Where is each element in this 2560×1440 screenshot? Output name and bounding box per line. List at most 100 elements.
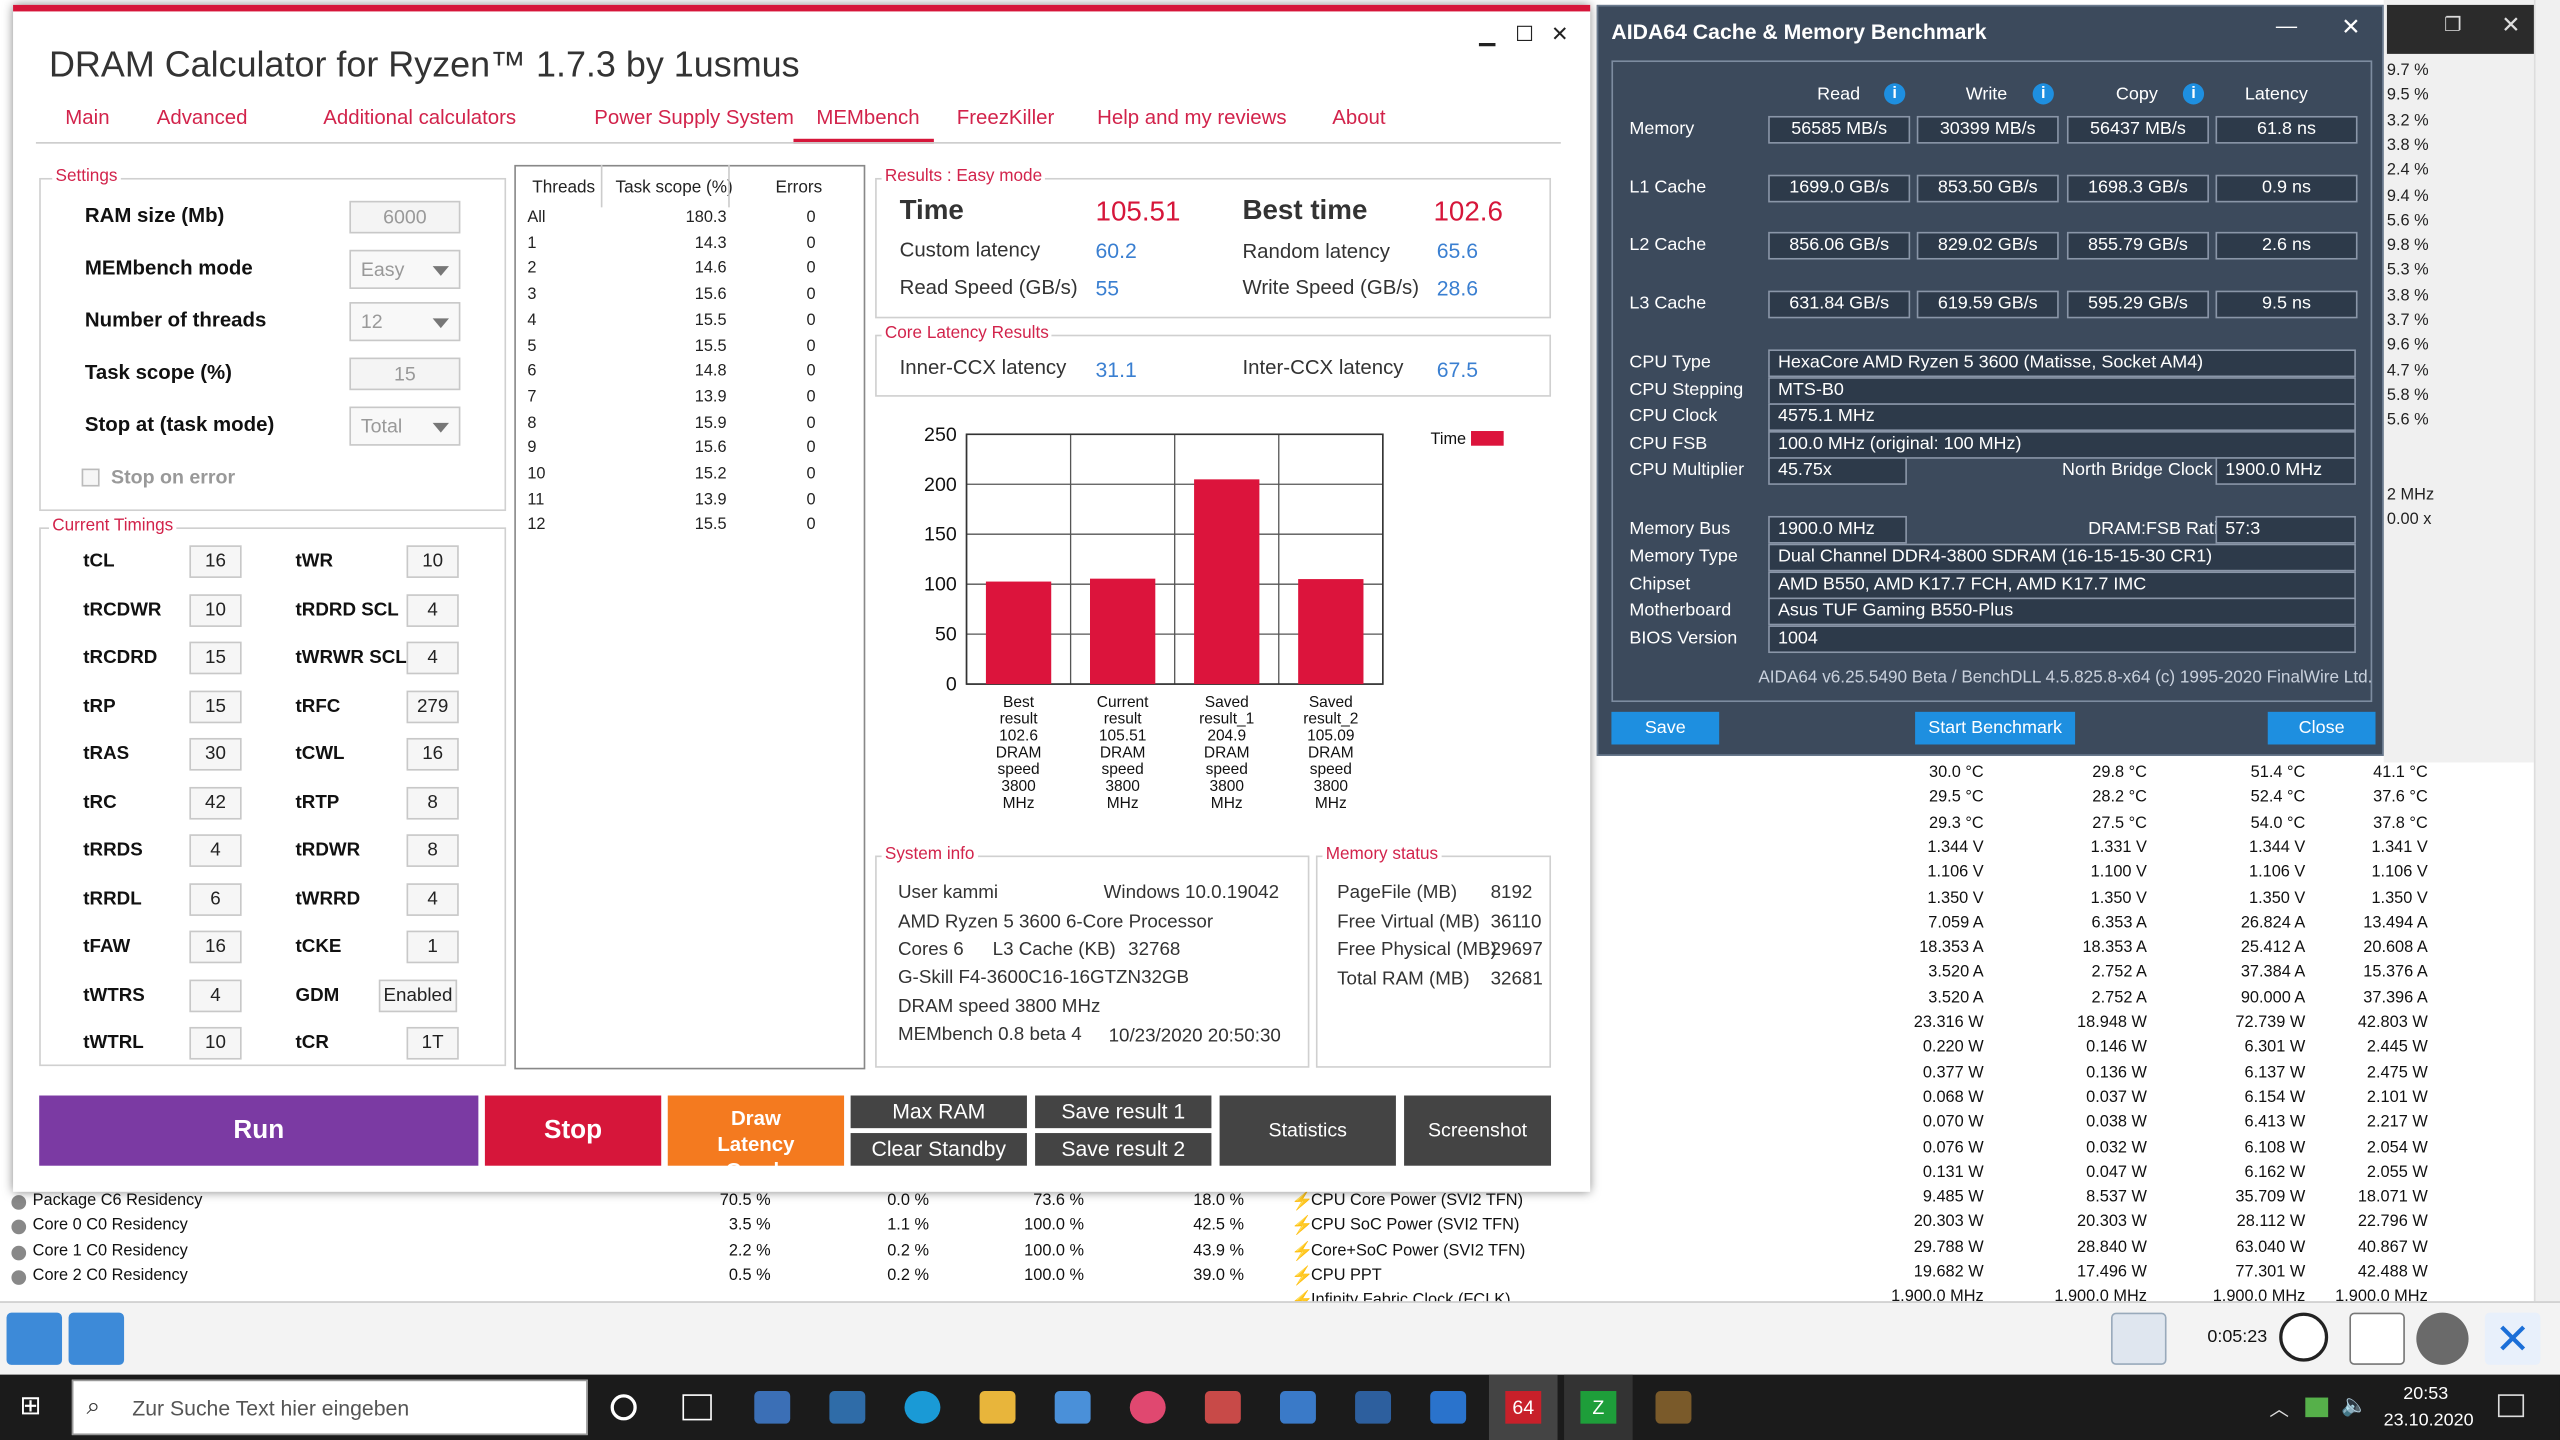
x-tick-label: Saved xyxy=(1205,694,1249,711)
task-scope-field[interactable]: 15 xyxy=(349,357,461,391)
timing-value: 16 xyxy=(189,545,242,578)
thread-id: 4 xyxy=(527,311,537,330)
tab-advanced[interactable]: Advanced xyxy=(156,106,248,129)
cpu-text: AMD Ryzen 5 3600 6-Core Processor xyxy=(897,912,1214,933)
aida64-taskbar-active[interactable]: 64 xyxy=(1488,1374,1558,1440)
hwinfo-app-icon[interactable] xyxy=(1355,1391,1392,1424)
app-icon-5[interactable] xyxy=(1655,1391,1692,1424)
tab-freezkiller[interactable]: FreezKiller xyxy=(956,106,1055,129)
statistics-button[interactable]: Statistics xyxy=(1219,1095,1396,1166)
task-view-icon[interactable] xyxy=(682,1394,712,1421)
minimize-icon[interactable]: — xyxy=(2275,13,2298,38)
close-icon[interactable]: ✕ xyxy=(2501,11,2521,38)
windows-start-icon[interactable]: ⊞ xyxy=(19,1392,42,1421)
ram-size-label: RAM size (Mb) xyxy=(84,204,225,227)
stop-button[interactable]: Stop xyxy=(484,1095,662,1166)
file-explorer-icon[interactable] xyxy=(979,1391,1016,1424)
vertical-scrollbar[interactable] xyxy=(2533,0,2560,1302)
inter-ccx-label: Inter-CCX latency xyxy=(1242,355,1404,379)
thread-id: 8 xyxy=(527,414,537,432)
tab-main[interactable]: Main xyxy=(65,106,110,129)
thread-errors: 0 xyxy=(806,362,816,381)
hwinfo-sensor-value: 1.106 V xyxy=(1927,863,1984,882)
ram-size-field[interactable]: 6000 xyxy=(349,200,461,234)
network-icon[interactable] xyxy=(2111,1312,2167,1365)
stop-mode-select[interactable]: Total xyxy=(349,406,461,446)
hwinfo-sensor-value: 6.108 W xyxy=(2244,1138,2306,1157)
itunes-icon[interactable] xyxy=(1129,1391,1166,1424)
search-box[interactable]: ⌕ Zur Suche Text hier eingeben xyxy=(71,1379,588,1436)
aida-info-label: DRAM:FSB Ratio xyxy=(2088,519,2228,539)
aida-close-button[interactable]: Close xyxy=(2267,711,2376,745)
clock-icon[interactable] xyxy=(2279,1312,2329,1362)
aida-info-value: MTS-B0 xyxy=(1768,376,2356,405)
screenshot-button[interactable]: Screenshot xyxy=(1404,1095,1552,1166)
membench-mode-select[interactable]: Easy xyxy=(349,249,461,289)
save-result-1-button[interactable]: Save result 1 xyxy=(1035,1095,1212,1129)
cpuz-taskbar-active[interactable]: Z xyxy=(1564,1374,1633,1440)
close-icon[interactable]: ✕ xyxy=(1551,21,1569,46)
hwinfo-sensor-value: 28.840 W xyxy=(2077,1238,2147,1257)
aida-info-label: CPU Multiplier xyxy=(1629,460,1745,480)
hwinfo-left-value: 100.0 % xyxy=(1024,1266,1085,1285)
minimize-icon[interactable]: ▁ xyxy=(1479,21,1496,46)
save-result-2-button[interactable]: Save result 2 xyxy=(1035,1133,1212,1166)
hwinfo-sensor-value: 6.413 W xyxy=(2244,1113,2306,1132)
tab-about[interactable]: About xyxy=(1332,106,1386,129)
report-icon[interactable] xyxy=(2349,1312,2405,1365)
nvidia-icon[interactable] xyxy=(2305,1397,2329,1418)
x-tick-label: MHz xyxy=(1107,795,1139,812)
hwinfo-sensor-row: 18.353 A 18.353 A 25.412 A 20.608 A xyxy=(1592,937,2539,962)
hwinfo-sensor-value: 6.162 W xyxy=(2244,1163,2306,1182)
restore-icon[interactable]: ❐ xyxy=(2444,13,2462,36)
hwinfo-sensor-value: 90.000 A xyxy=(2240,988,2306,1007)
run-button[interactable]: Run xyxy=(39,1095,479,1166)
max-ram-button[interactable]: Max RAM xyxy=(850,1095,1027,1129)
hwinfo-right-label: CPU Core Power (SVI2 TFN) xyxy=(1311,1191,1524,1210)
app-icon-3[interactable] xyxy=(1279,1391,1316,1424)
tab-power-supply[interactable]: Power Supply System xyxy=(594,106,794,129)
gear-icon[interactable] xyxy=(2416,1312,2469,1365)
calculator-app-icon[interactable] xyxy=(754,1391,791,1424)
hwinfo-left-value: 39.0 % xyxy=(1193,1266,1245,1285)
thread-scope: 180.3 xyxy=(685,208,727,227)
chevron-up-icon[interactable]: ︿ xyxy=(2269,1397,2290,1421)
aida-column-header: Latency xyxy=(2244,84,2308,105)
tab-help[interactable]: Help and my reviews xyxy=(1097,106,1287,129)
timing-label: tRTP xyxy=(295,792,340,813)
timing-value: 4 xyxy=(189,978,242,1012)
app-icon-2[interactable] xyxy=(1204,1391,1241,1424)
close-icon[interactable]: ✕ xyxy=(2341,13,2361,40)
tab-membench[interactable]: MEMbench xyxy=(816,106,920,129)
bar-2 xyxy=(1194,479,1260,685)
remote-desktop-icon[interactable] xyxy=(1054,1391,1091,1424)
app-icon[interactable] xyxy=(829,1391,866,1424)
stop-on-error-checkbox[interactable] xyxy=(81,468,100,487)
latency-bar-chart: 050100150200250Bestresult102.6DRAMspeed3… xyxy=(924,424,1504,812)
close-icon[interactable]: ✕ xyxy=(2484,1312,2541,1365)
tab-additional-calculators[interactable]: Additional calculators xyxy=(323,106,517,129)
best-time-value: 102.6 xyxy=(1433,195,1503,227)
edge-browser-icon[interactable] xyxy=(904,1391,941,1424)
cortana-icon[interactable] xyxy=(610,1394,637,1421)
hwinfo-sensor-value: 35.709 W xyxy=(2235,1188,2306,1207)
timing-label: tRCDRD xyxy=(83,648,158,668)
start-benchmark-button[interactable]: Start Benchmark xyxy=(1915,711,2076,745)
hwinfo-toolbar: 0:05:23 ✕ xyxy=(0,1301,2560,1375)
hwinfo-value: 3.8 % xyxy=(2386,136,2429,155)
threads-select[interactable]: 12 xyxy=(349,302,461,342)
notifications-icon[interactable] xyxy=(2497,1394,2525,1418)
speaker-icon[interactable]: 🔈 xyxy=(2341,1392,2368,1418)
nav-right-icon[interactable] xyxy=(68,1312,125,1365)
lightning-icon: ⚡ xyxy=(1291,1191,1314,1212)
clear-standby-button[interactable]: Clear Standby xyxy=(850,1133,1027,1166)
hwinfo-sensor-value: 3.520 A xyxy=(1928,988,1984,1007)
hwinfo-value: 3.7 % xyxy=(2386,311,2429,330)
maximize-icon[interactable]: ☐ xyxy=(1515,21,1535,46)
timing-value: 16 xyxy=(189,930,242,964)
nav-left-icon[interactable] xyxy=(6,1312,63,1365)
draw-latency-graph-button[interactable]: Draw Latency Graph xyxy=(667,1095,845,1182)
aida-save-button[interactable]: Save xyxy=(1611,711,1720,745)
app-icon-4[interactable] xyxy=(1430,1391,1467,1424)
x-tick-label: MHz xyxy=(1315,795,1347,812)
